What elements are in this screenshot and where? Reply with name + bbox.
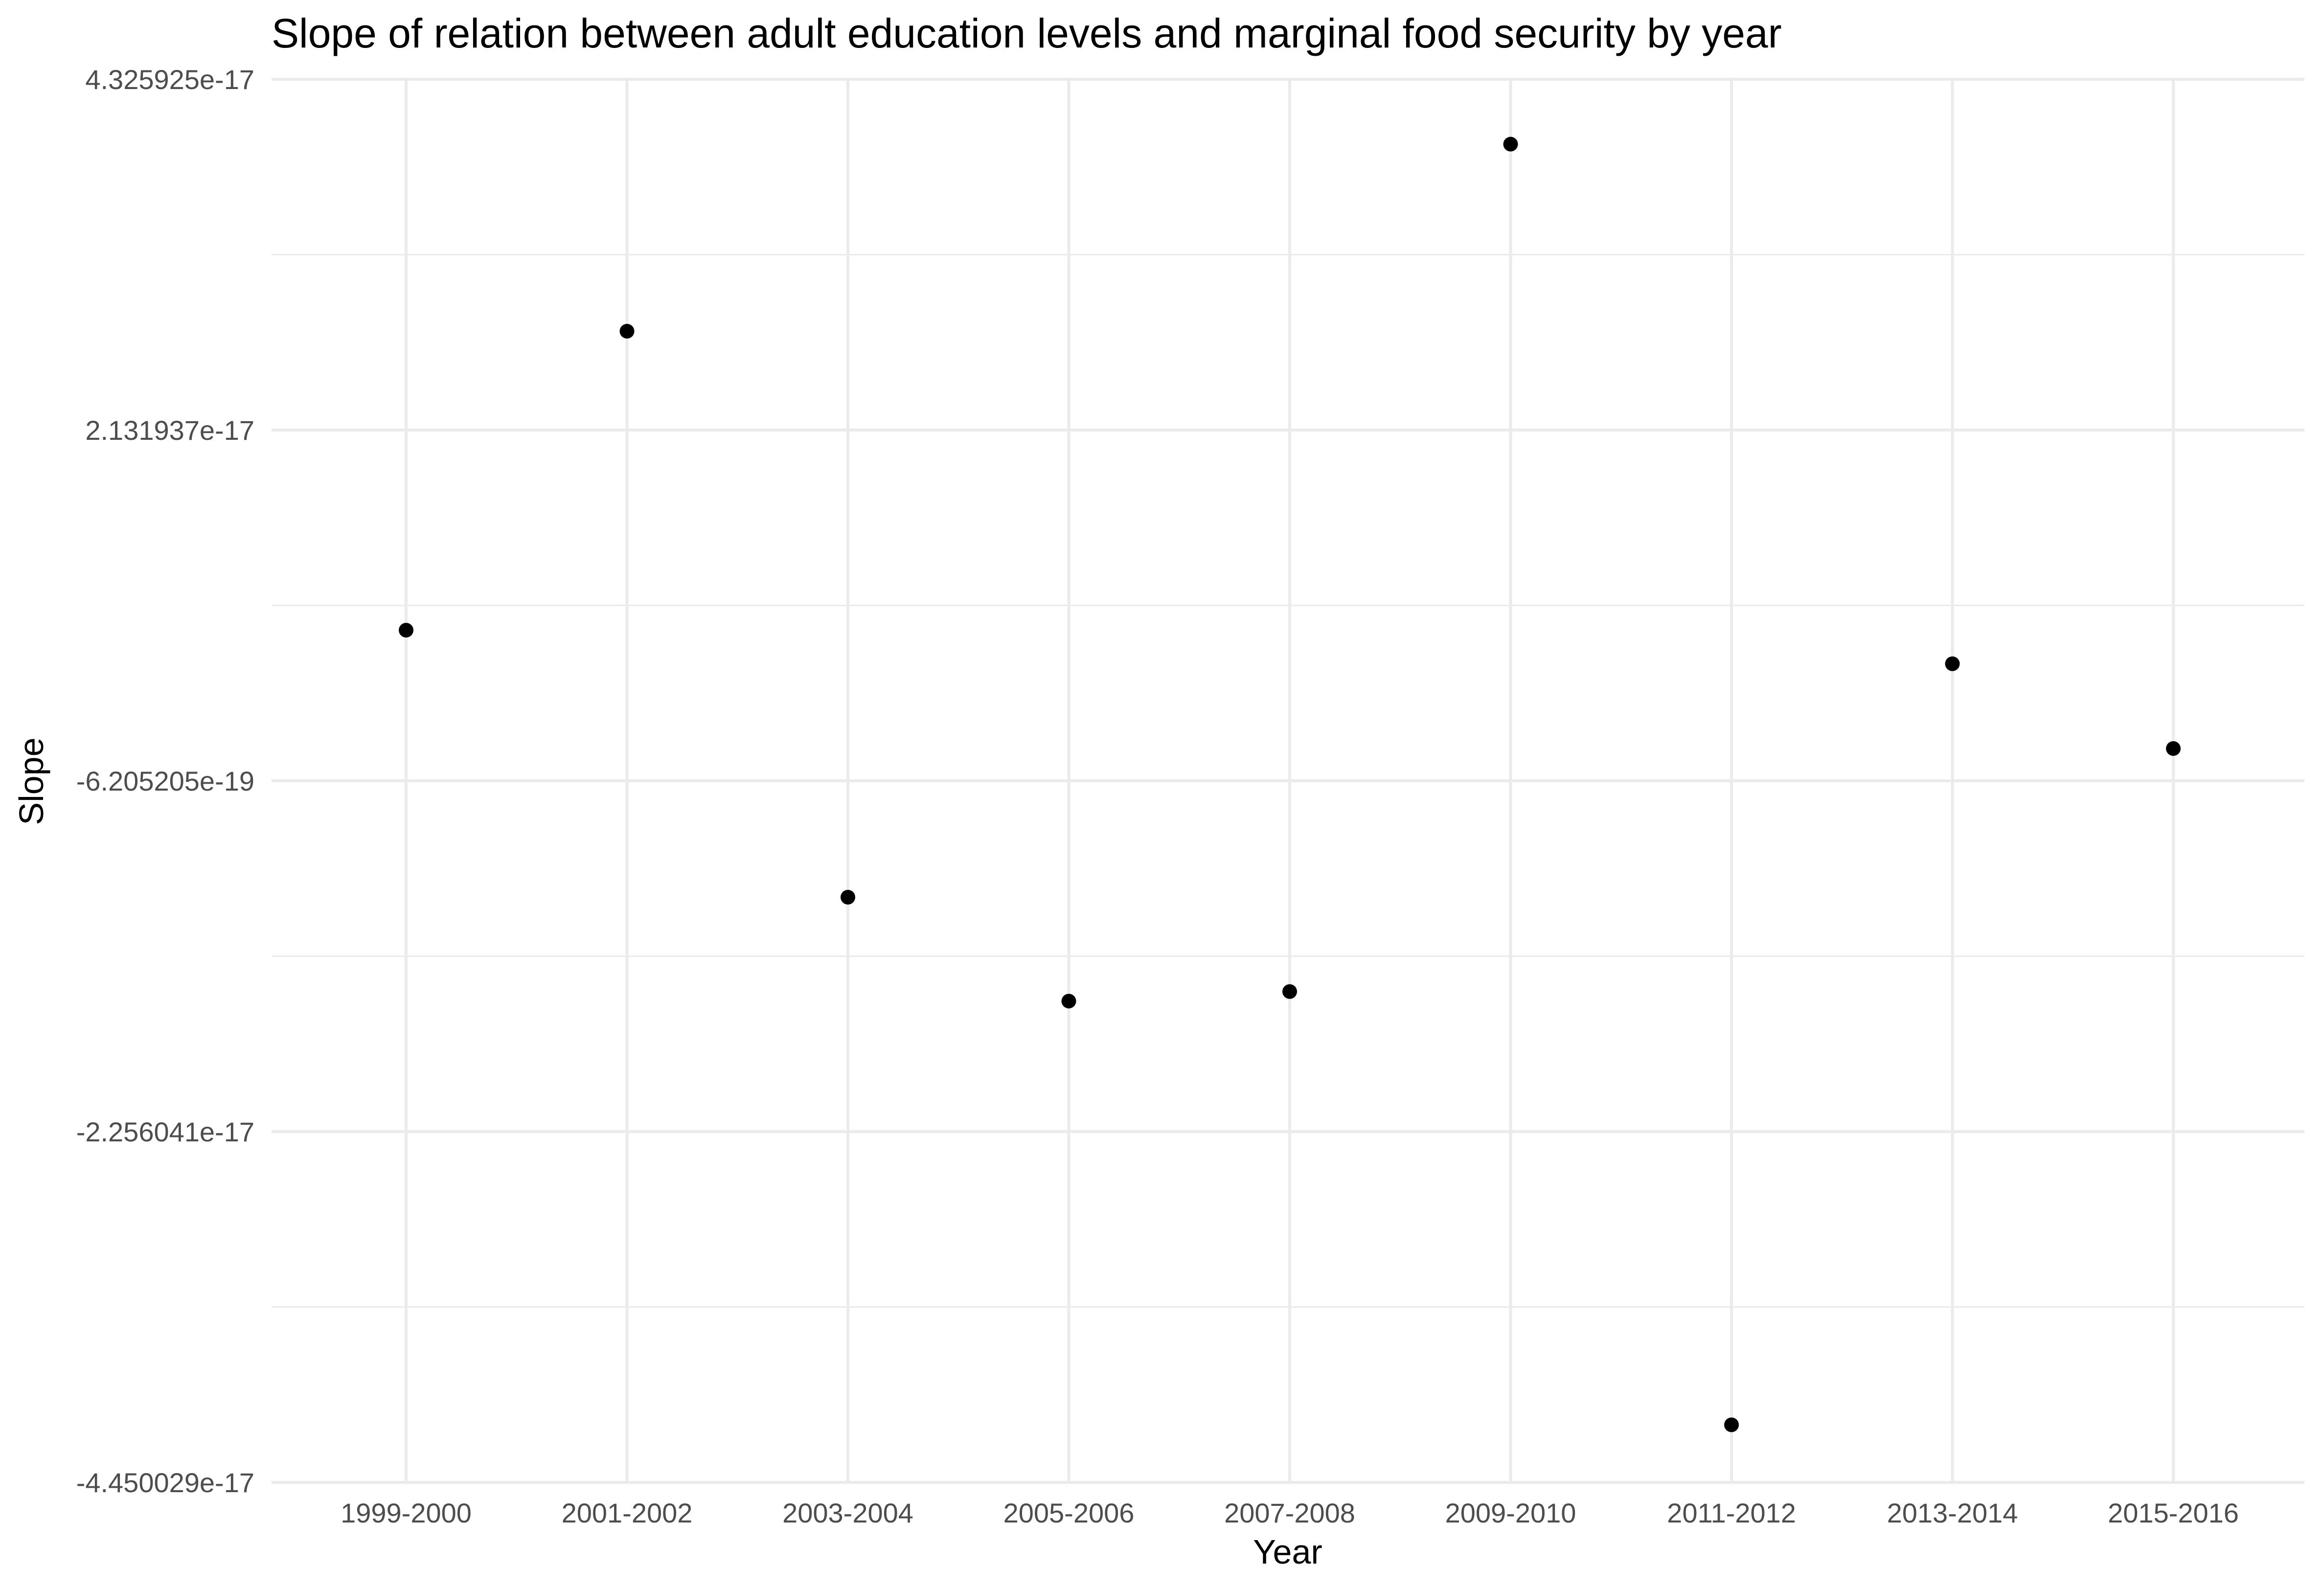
y-axis-tick-labels: -4.450029e-17 -2.256041e-17 -6.205205e-19 2… xyxy=(76,64,254,1498)
data-point xyxy=(841,889,855,905)
y-tick-label: -6.205205e-19 xyxy=(76,766,254,796)
x-tick-label: 2011-2012 xyxy=(1667,1498,1796,1528)
x-tick-label: 2001-2002 xyxy=(562,1498,693,1528)
x-axis-tick-labels: 1999-2000 2001-2002 2003-2004 2005-2006 2007… xyxy=(341,1498,2239,1528)
grid-lines xyxy=(272,78,2304,1484)
data-points xyxy=(399,136,2181,1432)
data-point xyxy=(1282,984,1297,999)
data-point xyxy=(1945,656,1960,671)
x-tick-label: 2009-2010 xyxy=(1445,1498,1576,1528)
y-tick-label: 2.131937e-17 xyxy=(85,415,254,446)
x-axis-title: Year xyxy=(1253,1533,1322,1571)
chart-title: Slope of relation between adult educatio… xyxy=(272,10,1782,56)
x-tick-label: 1999-2000 xyxy=(341,1498,472,1528)
data-point xyxy=(1503,136,1518,152)
y-tick-label: 4.325925e-17 xyxy=(85,64,254,95)
data-point xyxy=(2166,741,2181,756)
x-tick-label: 2007-2008 xyxy=(1224,1498,1355,1528)
data-point xyxy=(399,623,413,638)
y-axis-title: Slope xyxy=(12,737,50,825)
y-tick-label: -4.450029e-17 xyxy=(76,1467,254,1498)
data-point xyxy=(1724,1417,1739,1432)
x-tick-label: 2015-2016 xyxy=(2108,1498,2239,1528)
data-point xyxy=(619,324,635,339)
y-tick-label: -2.256041e-17 xyxy=(76,1116,254,1147)
x-tick-label: 2003-2004 xyxy=(782,1498,913,1528)
data-point xyxy=(1061,994,1076,1009)
x-tick-label: 2013-2014 xyxy=(1887,1498,2018,1528)
x-tick-label: 2005-2006 xyxy=(1003,1498,1135,1528)
